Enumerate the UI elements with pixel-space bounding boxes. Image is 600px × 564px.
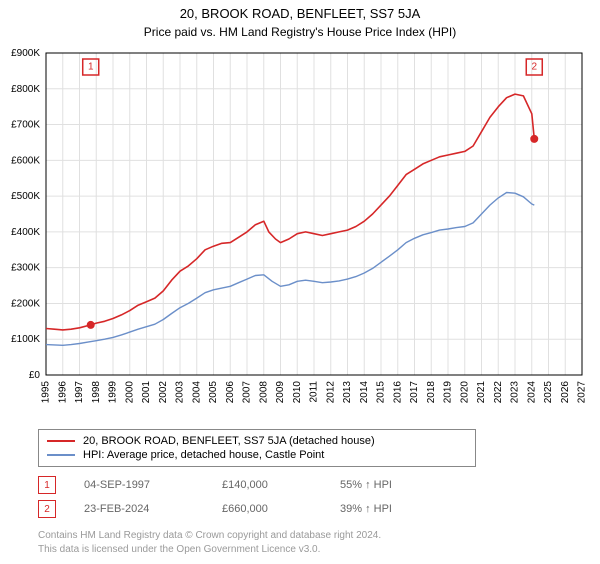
svg-text:2012: 2012	[325, 381, 336, 404]
svg-text:2025: 2025	[543, 381, 554, 404]
svg-text:1996: 1996	[57, 381, 68, 404]
chart-svg: £0 £100K £200K £300K £400K £500K £600K £700K £80…	[0, 43, 600, 423]
legend-item-property: 20, BROOK ROAD, BENFLEET, SS7 5JA (detac…	[47, 434, 467, 448]
svg-text:2018: 2018	[426, 381, 437, 404]
svg-text:2000: 2000	[124, 381, 135, 404]
svg-text:2002: 2002	[158, 381, 169, 404]
svg-text:2010: 2010	[292, 381, 303, 404]
sales-table: 1 04-SEP-1997 £140,000 55% ↑ HPI 2 23-FE…	[38, 473, 588, 521]
svg-text:2013: 2013	[342, 381, 353, 404]
svg-text:2024: 2024	[526, 381, 537, 404]
svg-text:2020: 2020	[459, 381, 470, 404]
sale-delta: 55% ↑ HPI	[340, 479, 392, 491]
legend: 20, BROOK ROAD, BENFLEET, SS7 5JA (detac…	[38, 429, 476, 467]
sale-price: £140,000	[222, 479, 312, 491]
svg-text:£500K: £500K	[11, 191, 40, 202]
svg-text:2008: 2008	[258, 381, 269, 404]
chart-area: £0 £100K £200K £300K £400K £500K £600K £700K £80…	[0, 43, 600, 423]
sale-price: £660,000	[222, 503, 312, 515]
svg-text:£0: £0	[29, 370, 41, 381]
sale-delta: 39% ↑ HPI	[340, 503, 392, 515]
svg-text:2001: 2001	[141, 381, 152, 404]
svg-text:£300K: £300K	[11, 263, 40, 274]
legend-label: HPI: Average price, detached house, Cast…	[83, 449, 324, 461]
chart-subtitle: Price paid vs. HM Land Registry's House …	[0, 21, 600, 43]
svg-text:2015: 2015	[376, 381, 387, 404]
svg-text:1997: 1997	[74, 381, 85, 404]
svg-text:2023: 2023	[510, 381, 521, 404]
svg-text:2026: 2026	[560, 381, 571, 404]
svg-text:£800K: £800K	[11, 84, 40, 95]
svg-text:1998: 1998	[91, 381, 102, 404]
svg-text:£600K: £600K	[11, 155, 40, 166]
svg-text:£200K: £200K	[11, 298, 40, 309]
sale-date: 23-FEB-2024	[84, 503, 194, 515]
svg-text:2022: 2022	[493, 381, 504, 404]
svg-text:2021: 2021	[476, 381, 487, 404]
svg-text:£400K: £400K	[11, 227, 40, 238]
svg-text:2019: 2019	[443, 381, 454, 404]
svg-text:2014: 2014	[359, 381, 370, 404]
svg-text:2009: 2009	[275, 381, 286, 404]
legend-swatch-icon	[47, 454, 75, 456]
attribution-line: This data is licensed under the Open Gov…	[38, 543, 588, 557]
legend-item-hpi: HPI: Average price, detached house, Cast…	[47, 448, 467, 462]
svg-text:1999: 1999	[108, 381, 119, 404]
svg-text:2027: 2027	[577, 381, 588, 404]
sale-row: 2 23-FEB-2024 £660,000 39% ↑ HPI	[38, 497, 588, 521]
chart-title: 20, BROOK ROAD, BENFLEET, SS7 5JA	[0, 0, 600, 21]
sale-marker-icon: 1	[38, 476, 56, 494]
svg-text:2016: 2016	[392, 381, 403, 404]
attribution-line: Contains HM Land Registry data © Crown c…	[38, 529, 588, 543]
svg-text:2003: 2003	[175, 381, 186, 404]
legend-label: 20, BROOK ROAD, BENFLEET, SS7 5JA (detac…	[83, 435, 375, 447]
svg-text:£900K: £900K	[11, 48, 40, 59]
svg-text:2011: 2011	[309, 381, 320, 403]
svg-text:1995: 1995	[41, 381, 52, 404]
svg-text:2004: 2004	[191, 381, 202, 404]
svg-text:2017: 2017	[409, 381, 420, 404]
svg-text:1: 1	[88, 62, 94, 73]
sale-date: 04-SEP-1997	[84, 479, 194, 491]
svg-text:2007: 2007	[242, 381, 253, 404]
svg-text:£100K: £100K	[11, 334, 40, 345]
attribution: Contains HM Land Registry data © Crown c…	[38, 529, 588, 556]
svg-text:2006: 2006	[225, 381, 236, 404]
sale-marker-icon: 2	[38, 500, 56, 518]
svg-text:2: 2	[531, 62, 537, 73]
svg-text:£700K: £700K	[11, 120, 40, 131]
svg-text:2005: 2005	[208, 381, 219, 404]
sale-row: 1 04-SEP-1997 £140,000 55% ↑ HPI	[38, 473, 588, 497]
legend-swatch-icon	[47, 440, 75, 442]
